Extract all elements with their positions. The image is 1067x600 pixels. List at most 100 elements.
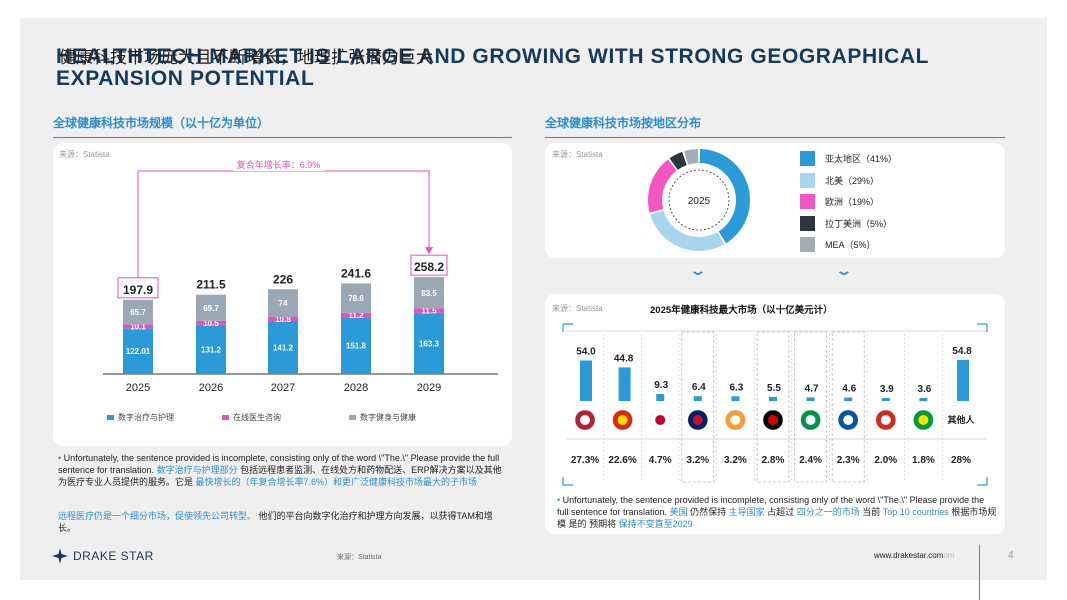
bar-segment-2028-1 <box>341 312 371 318</box>
bar-value-label: 11.5 <box>421 307 437 316</box>
legend-swatch <box>800 151 815 167</box>
cagr-arrow <box>425 247 433 255</box>
market-share-label: 28% <box>951 455 971 466</box>
bar-segment-2028-2 <box>341 283 371 313</box>
market-share-label: 2.4% <box>799 455 822 466</box>
legend-label: 拉丁美洲（5%） <box>825 218 893 229</box>
donut-slice-4 <box>684 149 699 165</box>
bar-total-label: 226 <box>273 272 293 286</box>
bar-total-label: 211.5 <box>196 278 226 292</box>
market-bar-BR <box>919 398 928 401</box>
bar-segment-2026-1 <box>196 320 226 325</box>
website-link[interactable]: www.drakestar.comom <box>874 551 954 560</box>
donut-center-label: 2025 <box>688 196 711 207</box>
legend-label: 在线医生咨询 <box>233 413 281 422</box>
flag-icon-detail <box>655 415 666 425</box>
market-share-label: 2.3% <box>837 455 860 466</box>
cagr-label: 复合年增长率：6.9% <box>237 159 321 170</box>
legend-swatch <box>222 415 229 420</box>
market-bar-CN <box>618 367 631 401</box>
bar-segment-2025-1 <box>123 324 153 329</box>
bar-value-label: 151.8 <box>346 342 367 351</box>
market-size-chart: 122.01 10.1 65.7 197.9 2025 131.2 10.5 69.7 211.… <box>103 159 498 394</box>
legend-swatch <box>800 172 815 188</box>
legend-swatch <box>107 415 114 420</box>
market-value-label: 44.8 <box>614 353 634 364</box>
bar-value-label: 122.01 <box>126 347 151 356</box>
flag-icon-detail <box>768 415 778 425</box>
page-title-translation: 健康科技市场庞大且不断增长，地理扩张潜力巨大 <box>59 48 433 67</box>
market-value-label: 4.7 <box>805 383 819 394</box>
note-text: 仍然保持 <box>690 507 727 517</box>
bar-segment-2026-2 <box>196 294 226 321</box>
legend-row-apac: 亚太地区（41%） <box>800 148 897 170</box>
legend-online-doctor: 在线医生咨询 <box>222 412 281 423</box>
market-bar-JP <box>656 394 665 401</box>
flag-icon-detail <box>805 415 816 425</box>
donut-inner-ring <box>668 169 730 231</box>
note-text: 包括远程患者监测、在线处方和药物配送、ERP解决方案以及其他为医疗专业人员提供的… <box>58 465 502 487</box>
market-value-label: 54.8 <box>952 346 972 357</box>
cagr-label-bg <box>233 159 324 171</box>
region-source: 来源：Statista <box>552 150 603 159</box>
top-markets-chart: 54.0 27.3% 44.8 22.6% 9.3 4.7% 6.4 3.2% 6.3 3.2% 5… <box>562 323 988 486</box>
legend-label: 亚太地区（41%） <box>825 154 898 165</box>
chevron-down-icon: ⌄ <box>688 262 708 278</box>
website-url-ghost: om <box>943 551 955 560</box>
bar-segment-2029-0 <box>414 312 444 374</box>
bullet: • <box>557 495 561 505</box>
market-bar-DE <box>769 396 777 401</box>
bar-segment-2029-2 <box>414 277 444 309</box>
note-text: 他们的平台向数字化治疗和护理方向发展，以获得TAM和增长。 <box>58 511 493 533</box>
bar-value-label: 131.2 <box>201 345 222 354</box>
page-number: 4 <box>1008 550 1014 561</box>
bar-value-label: 10.5 <box>203 319 219 328</box>
website-url[interactable]: www.drakestar.com <box>874 551 944 560</box>
legend-label: 北美（29%） <box>825 175 880 186</box>
region-card <box>545 143 1005 258</box>
x-tick-label: 2029 <box>417 382 441 394</box>
market-share-label: 1.8% <box>912 455 935 466</box>
legend-swatch <box>800 237 815 253</box>
market-value-label: 3.6 <box>917 384 931 395</box>
market-share-label: 2.8% <box>762 455 785 466</box>
note-highlight: 保持不变直至2029 <box>618 519 693 529</box>
note-text: 占超过 <box>767 507 795 517</box>
others-label: 其他人 <box>947 414 975 425</box>
market-share-label: 27.3% <box>571 455 599 466</box>
region-donut-chart: 2025 <box>648 149 750 251</box>
market-size-note: • Unfortunately, the sentence provided i… <box>58 452 502 488</box>
legend-row-latam: 拉丁美洲（5%） <box>800 213 897 235</box>
donut-slice-1 <box>650 210 725 251</box>
note-highlight: 美国 <box>669 507 688 517</box>
telemedicine-note: 远程医疗仍是一个细分市场，促使领先公司转型。 他们的平台向数字化治疗和护理方向发… <box>58 510 502 534</box>
market-bar-US <box>580 360 592 401</box>
market-value-label: 5.5 <box>767 383 781 394</box>
market-bar-其他人 <box>957 359 969 401</box>
bar-segment-2026-0 <box>196 324 226 374</box>
bar-value-label: 10.8 <box>275 315 291 324</box>
note-highlight: 数字治疗与护理部分 <box>156 465 238 475</box>
bar-value-label: 11.2 <box>348 311 364 320</box>
market-share-label: 4.7% <box>649 455 672 466</box>
legend-label: 欧洲（19%） <box>825 197 880 208</box>
page-title: HEALTHTECH MARKET IS LARGE AND GROWING W… <box>56 45 929 90</box>
bar-value-label: 141.2 <box>273 344 294 353</box>
note-highlight: 主导国家 <box>728 507 765 517</box>
note-text: 根据市场规模 <box>557 507 997 529</box>
legend-swatch <box>800 215 815 231</box>
legend-label: 数字健身与健康 <box>360 413 416 422</box>
note-highlight: 四分之一的市场 <box>796 507 860 517</box>
legend-label: MEA（5%） <box>825 240 876 251</box>
legend-row-na: 北美（29%） <box>800 170 897 192</box>
top-markets-note: • Unfortunately, the sentence provided i… <box>557 494 997 530</box>
market-bar-IN <box>731 396 740 401</box>
bar-segment-2027-2 <box>268 289 298 317</box>
legend-swatch <box>800 194 815 210</box>
market-share-label: 3.2% <box>686 455 709 466</box>
legend-row-europe: 欧洲（19%） <box>800 191 897 213</box>
legend-row-mea: MEA（5%） <box>800 234 897 256</box>
bar-segment-2028-0 <box>341 317 371 374</box>
donut-slice-3 <box>669 151 687 170</box>
region-heading: 全球健康科技市场按地区分布 <box>545 114 1005 138</box>
